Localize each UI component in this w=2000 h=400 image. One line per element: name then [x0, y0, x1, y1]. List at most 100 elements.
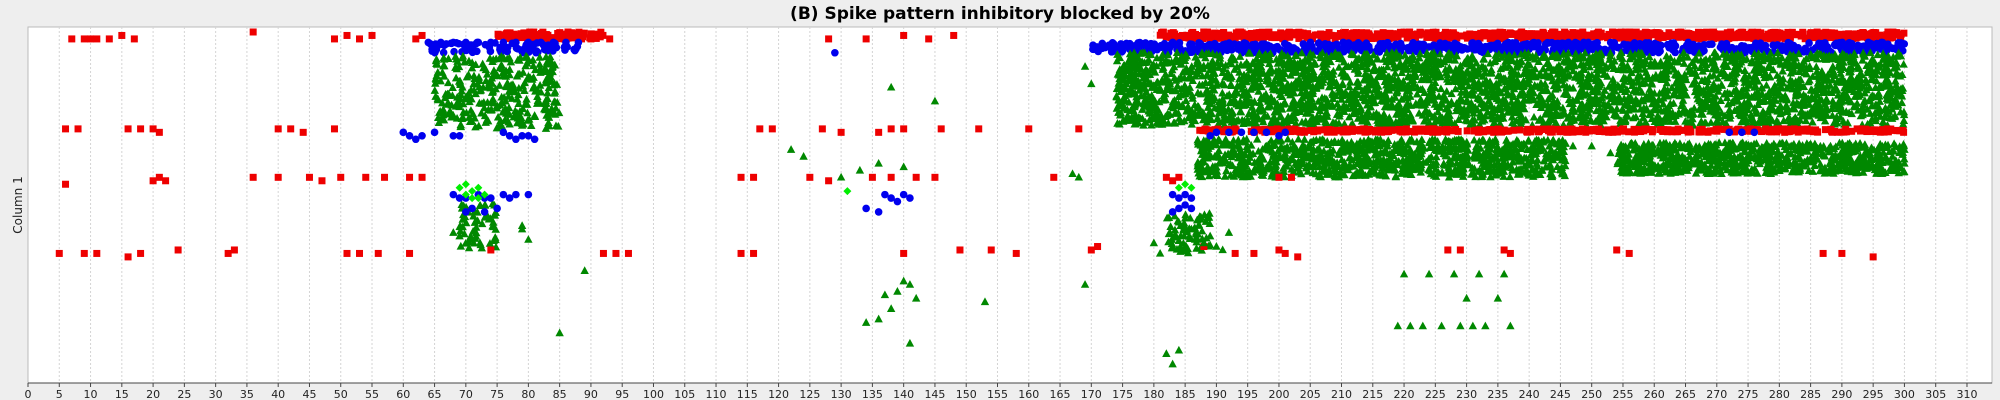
triangle-cluster-point	[1740, 113, 1750, 122]
square-cluster-point	[1325, 29, 1333, 37]
triangle-cluster-point	[513, 55, 523, 64]
triangle-cluster-point	[1354, 82, 1364, 90]
circle-cluster-point	[1671, 48, 1680, 57]
circle-cluster-point	[1463, 45, 1472, 53]
triangle-cluster-point	[438, 98, 447, 107]
triangle-cluster-point	[1481, 64, 1490, 72]
circle-cluster-point	[1719, 45, 1727, 54]
square-cluster-point	[1590, 33, 1598, 41]
square-cluster-point	[1336, 31, 1344, 39]
triangle-cluster-point	[507, 94, 517, 102]
triangle-cluster-point	[491, 208, 500, 216]
triangle-cluster-point	[1705, 95, 1714, 104]
square-cluster-point	[1320, 33, 1328, 41]
square-cluster-point	[1270, 32, 1278, 40]
square-cluster-point	[530, 28, 538, 36]
square-cluster-point	[1188, 29, 1196, 37]
triangle-cluster-point	[1445, 63, 1454, 72]
triangle-cluster-point	[1264, 97, 1273, 105]
triangle-cluster-point	[1676, 77, 1686, 85]
triangle-cluster-point	[1813, 54, 1822, 63]
triangle-cluster-point	[1751, 81, 1760, 90]
triangle-cluster-point	[1728, 96, 1738, 105]
triangle-cluster-point	[1653, 114, 1663, 123]
triangle-cluster-point	[1455, 104, 1464, 112]
square-cluster-point	[1506, 29, 1514, 37]
triangle-cluster-point	[1254, 87, 1263, 95]
triangle-cluster-point	[1622, 110, 1631, 119]
triangle-cluster-point	[1280, 98, 1290, 107]
triangle-cluster-point	[1255, 106, 1265, 115]
circle-cluster-point	[1743, 44, 1751, 52]
triangle-cluster-point	[482, 69, 492, 78]
triangle-cluster-point	[445, 106, 455, 115]
triangle-cluster-point	[460, 212, 470, 221]
triangle-cluster-point	[1245, 48, 1255, 57]
triangle-cluster-point	[1365, 94, 1375, 103]
triangle-cluster-point	[1829, 119, 1838, 127]
circle-cluster-point	[1679, 44, 1687, 53]
triangle-cluster-point	[1450, 119, 1459, 128]
square-cluster-point	[1671, 32, 1679, 40]
triangle-cluster-point	[1125, 49, 1135, 58]
circle-cluster-point	[503, 43, 512, 52]
triangle-cluster-point	[1618, 104, 1627, 113]
triangle-cluster-point	[1491, 56, 1500, 65]
circle-cluster-point	[1493, 39, 1502, 48]
triangle-cluster-point	[1415, 53, 1424, 62]
triangle-cluster-point	[1737, 117, 1746, 126]
triangle-cluster-point	[1836, 77, 1846, 85]
triangle-cluster-point	[1891, 58, 1901, 67]
triangle-cluster-point	[1464, 81, 1473, 90]
triangle-cluster-point	[1213, 79, 1222, 88]
triangle-cluster-point	[1136, 80, 1146, 89]
series-markers	[55, 28, 1909, 368]
triangle-cluster-point	[1858, 55, 1867, 64]
triangle-cluster-point	[1167, 57, 1176, 66]
triangle-cluster-point	[1272, 54, 1281, 63]
square-cluster-point	[1784, 28, 1792, 36]
circle-cluster-point	[1393, 41, 1401, 49]
triangle-cluster-point	[1850, 50, 1859, 59]
triangle-cluster-point	[1436, 84, 1446, 93]
triangle-cluster-point	[1433, 107, 1443, 116]
triangle-cluster-point	[1328, 88, 1337, 97]
square-cluster-point	[1487, 29, 1495, 37]
circle-cluster-point	[1168, 38, 1177, 47]
triangle-cluster-point	[550, 88, 559, 97]
triangle-cluster-point	[1331, 48, 1340, 57]
triangle-cluster-point	[1742, 54, 1751, 63]
triangle-cluster-point	[478, 59, 487, 68]
circle-cluster-point	[462, 46, 470, 55]
triangle-cluster-point	[1441, 68, 1451, 77]
triangle-cluster-point	[504, 117, 513, 126]
triangle-cluster-point	[1510, 50, 1519, 59]
circle-cluster-point	[1105, 42, 1114, 51]
triangle-cluster-point	[1198, 64, 1208, 73]
triangle-cluster-point	[1745, 81, 1754, 89]
triangle-cluster-point	[1679, 59, 1689, 67]
triangle-cluster-point	[486, 214, 495, 222]
triangle-cluster-point	[1494, 96, 1503, 104]
circle-cluster-point	[513, 44, 521, 53]
triangle-cluster-point	[1610, 96, 1620, 105]
circle-cluster-point	[1468, 39, 1477, 47]
square-cluster-point	[1688, 34, 1696, 42]
square-cluster-point	[1582, 35, 1590, 43]
square-cluster-point	[1868, 30, 1876, 38]
square-cluster-point	[1399, 30, 1407, 38]
square-cluster-point	[1308, 35, 1316, 43]
triangle-cluster-point	[1681, 116, 1690, 125]
square-cluster-point	[1780, 31, 1788, 39]
square-cluster-point	[1191, 30, 1199, 38]
triangle-cluster-point	[528, 83, 538, 92]
triangle-cluster-point	[1892, 62, 1902, 71]
circle-cluster-point	[1689, 40, 1698, 49]
triangle-cluster-point	[1246, 85, 1255, 93]
triangle-cluster-point	[1337, 95, 1346, 103]
square-cluster-point	[1897, 30, 1905, 38]
triangle-cluster-point	[453, 57, 462, 65]
triangle-cluster-point	[1377, 96, 1386, 105]
triangle-cluster-point	[1218, 78, 1227, 87]
triangle-cluster-point	[1236, 107, 1245, 115]
